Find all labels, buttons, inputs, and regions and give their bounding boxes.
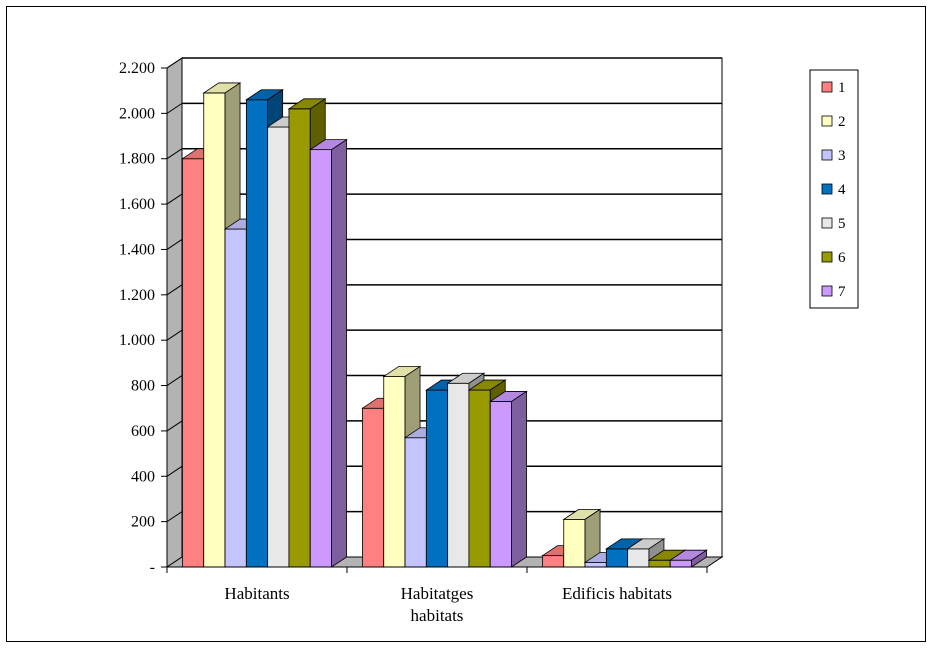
x-category-label: Habitants xyxy=(224,584,289,603)
bar-front xyxy=(309,149,332,568)
y-tick-label: 600 xyxy=(131,423,155,440)
bar-front xyxy=(648,559,671,568)
gridline-side xyxy=(166,239,183,250)
bar-front xyxy=(447,382,470,568)
legend-label: 1 xyxy=(838,80,846,96)
x-category-label: habitats xyxy=(411,606,464,625)
legend-box xyxy=(809,69,859,309)
x-category-label: Edificis habitats xyxy=(562,584,672,603)
bar xyxy=(562,508,602,568)
legend-swatch xyxy=(821,217,833,229)
bar-front xyxy=(489,401,512,568)
legend-swatch xyxy=(821,285,833,297)
legend-label: 6 xyxy=(838,250,846,266)
y-tick-label: 1.600 xyxy=(119,196,155,213)
bar-front xyxy=(627,548,650,568)
x-category-label: Habitatges xyxy=(401,584,474,603)
y-tick-label: 2.200 xyxy=(119,60,155,77)
gridline-side xyxy=(166,284,183,296)
bar xyxy=(668,549,708,568)
bar-side xyxy=(331,138,347,568)
y-tick-label: 1.000 xyxy=(119,332,155,349)
gridline-side xyxy=(166,465,183,477)
bar-front xyxy=(288,108,311,568)
bar xyxy=(626,538,666,568)
bar-front xyxy=(563,518,586,568)
legend-label: 2 xyxy=(838,114,846,130)
bar-front xyxy=(605,548,629,568)
y-tick-label: - xyxy=(150,559,155,576)
y-tick-label: 200 xyxy=(131,514,155,531)
legend-label: 3 xyxy=(838,148,846,164)
legend-swatch xyxy=(821,149,833,161)
y-tick-label: 1.200 xyxy=(119,287,155,304)
gridline-side xyxy=(166,420,183,432)
y-tick-label: 1.800 xyxy=(119,151,155,168)
gridline-side xyxy=(166,193,183,205)
legend-swatch xyxy=(821,183,833,195)
y-tick-label: 400 xyxy=(131,468,155,485)
legend-swatch xyxy=(821,81,833,93)
bar-front xyxy=(267,126,290,568)
legend-swatch xyxy=(821,251,833,263)
gridline-side xyxy=(166,511,183,523)
side-wall xyxy=(166,57,183,568)
bar-front xyxy=(468,389,491,568)
legend-label: 4 xyxy=(838,182,846,198)
y-tick-label: 2.000 xyxy=(119,105,155,122)
legend-label: 7 xyxy=(838,284,846,300)
bar-front xyxy=(383,376,406,568)
bar xyxy=(488,390,528,568)
bar-side xyxy=(511,390,527,568)
gridline-side xyxy=(166,102,183,114)
bar-front xyxy=(362,407,385,568)
bar-front xyxy=(584,562,607,568)
bar-front xyxy=(542,555,565,568)
y-tick-label: 1.400 xyxy=(119,241,155,258)
bar xyxy=(308,138,348,568)
bar-front xyxy=(669,559,692,568)
y-tick-label: 800 xyxy=(131,378,155,395)
gridline-side xyxy=(166,57,183,69)
gridline-side xyxy=(166,148,183,160)
bar-front xyxy=(203,92,226,568)
bar-side xyxy=(691,549,707,568)
gridline-side xyxy=(166,329,183,341)
gridline-side xyxy=(166,375,183,386)
bar-front xyxy=(404,437,427,568)
bar-front xyxy=(425,389,449,568)
bar-front xyxy=(245,99,269,568)
bar-front xyxy=(224,228,247,568)
bar-front xyxy=(182,158,205,568)
legend-swatch xyxy=(821,115,833,127)
legend-label: 5 xyxy=(838,216,846,232)
